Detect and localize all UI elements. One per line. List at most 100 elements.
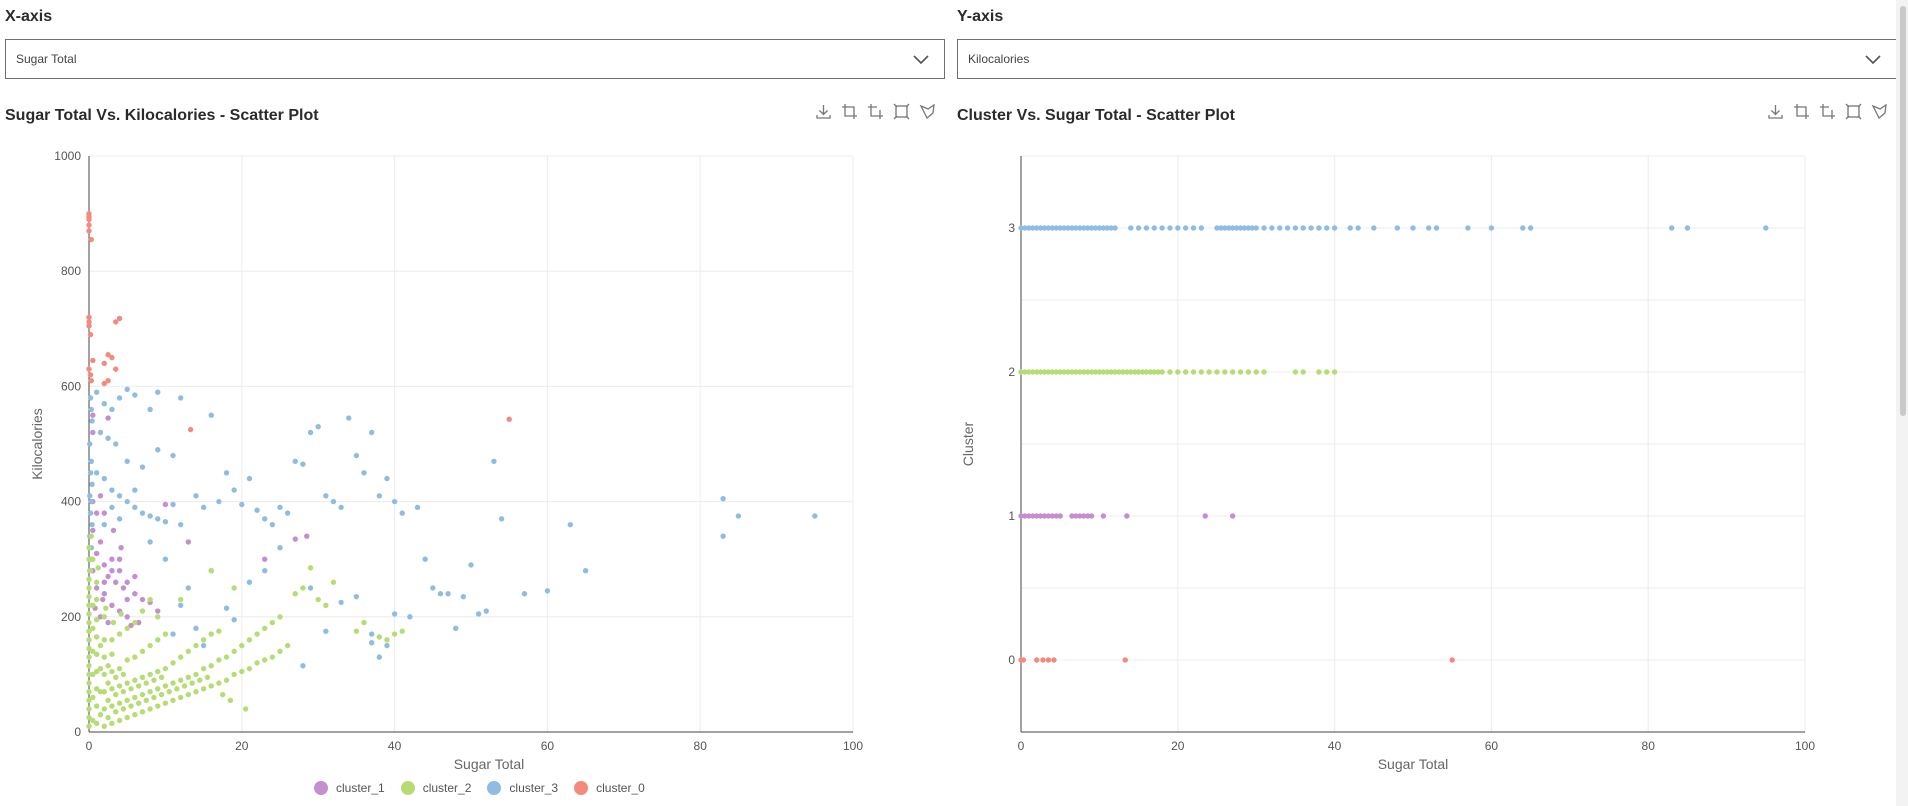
scatter-point[interactable]: [1022, 225, 1028, 231]
legend-item-cluster-3[interactable]: cluster_3: [487, 781, 558, 795]
scatter-point[interactable]: [124, 498, 130, 505]
scatter-point[interactable]: [582, 568, 589, 574]
scatter-point[interactable]: [254, 660, 260, 666]
scatter-point[interactable]: [1253, 225, 1259, 231]
scatter-point[interactable]: [124, 596, 130, 603]
scatter-point[interactable]: [116, 700, 123, 706]
scatter-point[interactable]: [269, 619, 276, 626]
scatter-point[interactable]: [1218, 225, 1224, 231]
scatter-point[interactable]: [1041, 513, 1048, 519]
scatter-point[interactable]: [1033, 657, 1040, 663]
scatter-point[interactable]: [124, 697, 130, 704]
scatter-point[interactable]: [93, 703, 100, 709]
scatter-point[interactable]: [361, 470, 367, 476]
scatter-point[interactable]: [1037, 369, 1044, 375]
scatter-point[interactable]: [139, 648, 146, 655]
scatter-point[interactable]: [147, 513, 153, 519]
scatter-point[interactable]: [90, 717, 96, 724]
scatter-point[interactable]: [155, 668, 161, 675]
scatter-point[interactable]: [1061, 369, 1067, 375]
scatter-point[interactable]: [109, 354, 115, 361]
scatter-point[interactable]: [86, 619, 92, 626]
scatter-point[interactable]: [262, 568, 268, 574]
scatter-point[interactable]: [139, 691, 146, 698]
scatter-point[interactable]: [118, 544, 124, 551]
scatter-point[interactable]: [135, 683, 142, 689]
scatter-point[interactable]: [155, 686, 161, 692]
scatter-point[interactable]: [1033, 513, 1040, 519]
scatter-point[interactable]: [185, 674, 192, 680]
scatter-point[interactable]: [139, 464, 146, 470]
scatter-point[interactable]: [132, 712, 138, 718]
scatter-point[interactable]: [147, 406, 153, 413]
scatter-point[interactable]: [147, 642, 153, 649]
scatter-point[interactable]: [1033, 369, 1040, 375]
scatter-point[interactable]: [88, 498, 94, 505]
scatter-point[interactable]: [86, 585, 92, 591]
scatter-point[interactable]: [88, 406, 94, 413]
scatter-point[interactable]: [1347, 225, 1353, 231]
scatter-point[interactable]: [1124, 369, 1130, 375]
scatter-point[interactable]: [143, 697, 149, 704]
scatter-point[interactable]: [1331, 225, 1338, 231]
scatter-point[interactable]: [544, 588, 551, 594]
scatter-point[interactable]: [101, 521, 107, 528]
scatter-point[interactable]: [368, 429, 375, 436]
scatter-point[interactable]: [1527, 225, 1534, 231]
scatter-point[interactable]: [86, 314, 92, 320]
scatter-point[interactable]: [139, 596, 146, 603]
scatter-point[interactable]: [1041, 225, 1048, 231]
scatter-point[interactable]: [101, 360, 107, 367]
scatter-point[interactable]: [1190, 369, 1197, 375]
scatter-point[interactable]: [1018, 369, 1024, 375]
scatter-point[interactable]: [132, 573, 138, 580]
lasso-icon[interactable]: [919, 103, 936, 120]
scatter-point[interactable]: [254, 507, 260, 513]
scatter-point[interactable]: [1037, 513, 1044, 519]
scatter-point[interactable]: [116, 665, 123, 672]
scatter-point[interactable]: [177, 677, 184, 683]
scatter-point[interactable]: [113, 579, 119, 585]
scatter-point[interactable]: [101, 380, 107, 387]
scatter-point[interactable]: [128, 686, 134, 692]
scatter-point[interactable]: [223, 654, 230, 660]
scatter-point[interactable]: [185, 691, 192, 698]
scatter-point[interactable]: [231, 648, 237, 655]
scatter-point[interactable]: [93, 579, 100, 585]
scatter-point[interactable]: [170, 452, 176, 459]
scatter-point[interactable]: [1241, 225, 1248, 231]
scatter-point[interactable]: [216, 628, 222, 634]
scatter-point[interactable]: [1045, 657, 1052, 663]
scatter-point[interactable]: [105, 352, 111, 358]
scatter-point[interactable]: [113, 366, 119, 372]
scatter-point[interactable]: [1100, 369, 1107, 375]
scatter-point[interactable]: [162, 700, 169, 706]
scatter-point[interactable]: [105, 619, 111, 626]
scatter-point[interactable]: [155, 637, 161, 643]
scatter-point[interactable]: [155, 447, 161, 453]
scatter-point[interactable]: [521, 591, 528, 597]
scatter-point[interactable]: [1147, 369, 1154, 375]
scatter-point[interactable]: [1488, 225, 1495, 231]
scatter-point[interactable]: [1167, 369, 1173, 375]
scatter-point[interactable]: [170, 697, 176, 704]
y-axis-select[interactable]: Kilocalories: [957, 39, 1897, 79]
scatter-point[interactable]: [1026, 225, 1032, 231]
scatter-point[interactable]: [1100, 513, 1107, 519]
scatter-point[interactable]: [1249, 225, 1255, 231]
scatter-point[interactable]: [166, 688, 172, 695]
scatter-point[interactable]: [1520, 225, 1526, 231]
scatter-point[interactable]: [346, 415, 352, 421]
scatter-point[interactable]: [86, 654, 92, 660]
scatter-point[interactable]: [220, 691, 226, 698]
scatter-point[interactable]: [1669, 225, 1675, 231]
scatter-point[interactable]: [216, 657, 222, 663]
scatter-point[interactable]: [185, 648, 192, 655]
scatter-point[interactable]: [1292, 369, 1299, 375]
scatter-point[interactable]: [177, 395, 184, 401]
scatter-point[interactable]: [1084, 513, 1091, 519]
scatter-point[interactable]: [118, 611, 124, 617]
scatter-point[interactable]: [460, 593, 467, 600]
